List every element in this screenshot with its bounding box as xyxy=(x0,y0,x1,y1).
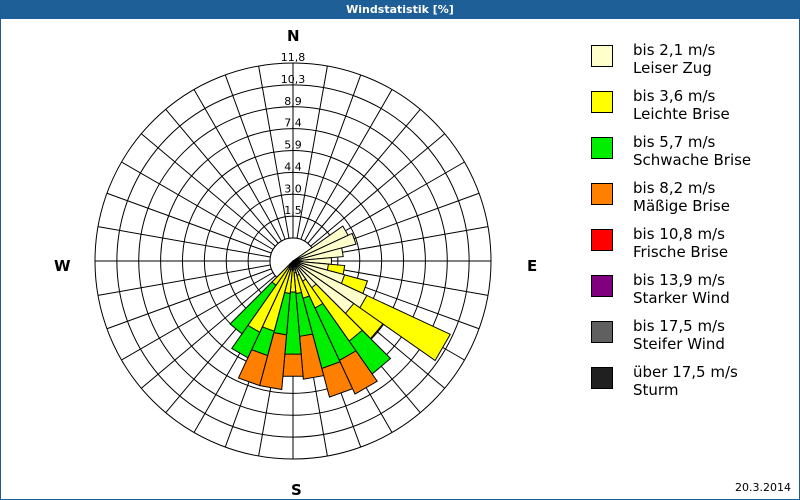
east-label: E xyxy=(527,257,538,275)
grid-spoke xyxy=(296,65,328,239)
grid-spoke xyxy=(141,275,276,389)
rose-segment xyxy=(289,260,294,266)
legend-label: bis 3,6 m/s Leichte Brise xyxy=(633,87,730,123)
date-label: 20.3.2014 xyxy=(735,481,791,494)
window-title: Windstatistik [%] xyxy=(1,1,799,19)
grid-spoke xyxy=(300,74,362,240)
legend-label: über 17,5 m/s Sturm xyxy=(633,363,738,399)
legend-label: bis 10,8 m/s Frische Brise xyxy=(633,225,729,261)
legend-swatch xyxy=(591,137,613,159)
grid-spoke xyxy=(97,264,271,296)
grid-spoke xyxy=(106,192,272,254)
legend-label: bis 2,1 m/s Leiser Zug xyxy=(633,41,716,77)
grid-spoke xyxy=(165,109,279,244)
legend-swatch xyxy=(591,367,613,389)
rose-segment xyxy=(271,260,294,287)
grid-spoke xyxy=(304,89,393,242)
grid-spoke xyxy=(310,133,445,247)
legend-swatch xyxy=(591,183,613,205)
grid-spoke xyxy=(224,74,286,240)
legend-swatch xyxy=(591,45,613,67)
grid-spoke xyxy=(193,89,282,242)
legend-label: bis 8,2 m/s Mäßige Brise xyxy=(633,179,730,215)
legend-label: bis 5,7 m/s Schwache Brise xyxy=(633,133,752,169)
south-label: S xyxy=(291,481,302,499)
legend-label: bis 13,9 m/s Starker Wind xyxy=(633,271,730,307)
grid-spoke xyxy=(106,268,272,330)
north-label: N xyxy=(287,27,300,45)
grid-spoke xyxy=(315,226,489,258)
west-label: W xyxy=(54,257,71,275)
legend-swatch xyxy=(591,229,613,251)
legend-label: bis 17,5 m/s Steifer Wind xyxy=(633,317,725,353)
wind-rose-chart: 1,53,04,45,97,48,910,311,8 xyxy=(94,51,492,460)
legend-swatch xyxy=(591,91,613,113)
grid-spoke xyxy=(141,133,276,247)
legend-swatch xyxy=(591,275,613,297)
grid-spoke xyxy=(97,226,271,258)
grid-spoke xyxy=(307,109,421,244)
ring-label: 11,8 xyxy=(281,51,306,64)
legend-swatch xyxy=(591,321,613,343)
grid-spoke xyxy=(258,65,290,239)
grid-spoke xyxy=(121,161,274,250)
grid-spoke xyxy=(121,272,274,361)
